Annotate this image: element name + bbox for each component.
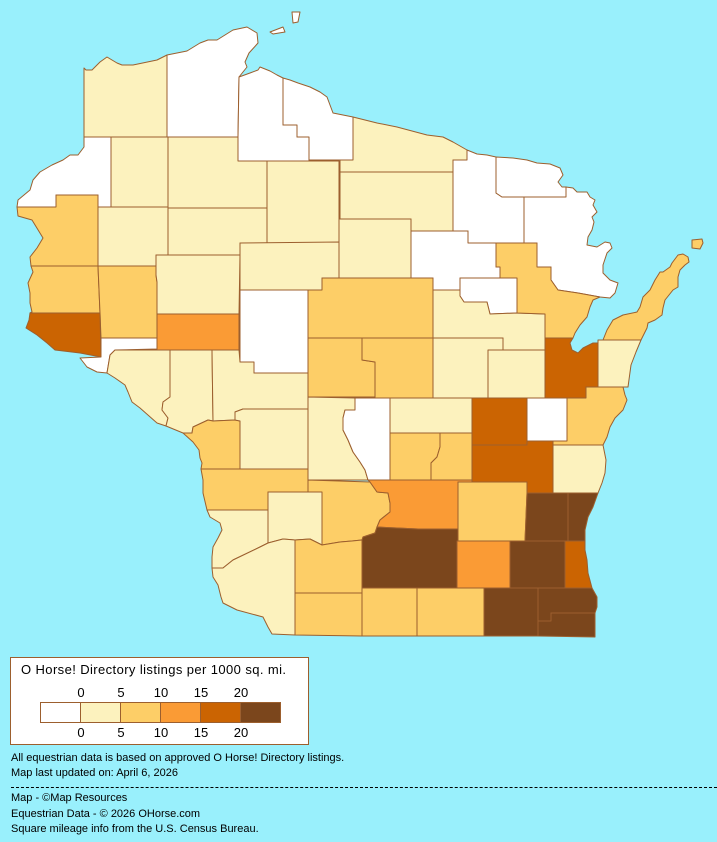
legend: O Horse! Directory listings per 1000 sq.…: [10, 657, 309, 745]
county-buffalo[interactable]: [106, 349, 171, 427]
county-apostle-island-a[interactable]: [291, 11, 301, 24]
legend-color-scale: [40, 702, 281, 723]
county-iowa[interactable]: [294, 538, 363, 594]
legend-bottom-tick: 5: [117, 725, 125, 740]
legend-swatch-level-1: [81, 703, 121, 722]
equestrian-data-credit: Equestrian Data - © 2026 OHorse.com: [11, 808, 201, 820]
legend-top-tick: 10: [153, 685, 169, 700]
county-oconto[interactable]: [495, 242, 601, 339]
county-green[interactable]: [361, 587, 418, 637]
county-dunn[interactable]: [97, 265, 158, 339]
county-grant[interactable]: [211, 538, 296, 636]
county-pierce[interactable]: [25, 312, 102, 358]
county-ozaukee[interactable]: [567, 492, 599, 542]
census-credit: Square mileage info from the U.S. Census…: [11, 823, 259, 835]
divider: [11, 787, 717, 788]
map-credit: Map - ©Map Resources: [11, 792, 128, 804]
county-lafayette[interactable]: [294, 592, 363, 637]
county-polk[interactable]: [16, 194, 99, 267]
county-dodge[interactable]: [457, 481, 528, 542]
legend-top-tick: 0: [77, 685, 85, 700]
county-winnebago[interactable]: [471, 397, 528, 446]
county-sheboygan[interactable]: [552, 444, 607, 494]
county-marathon[interactable]: [307, 277, 434, 339]
county-lincoln[interactable]: [338, 218, 412, 279]
county-douglas[interactable]: [83, 54, 168, 138]
legend-bottom-tick: 0: [77, 725, 85, 740]
data-source-note: All equestrian data is based on approved…: [11, 752, 345, 764]
county-kewaunee[interactable]: [597, 339, 642, 388]
county-door[interactable]: [602, 253, 690, 341]
legend-swatch-level-2: [121, 703, 161, 722]
legend-bottom-tick: 10: [153, 725, 169, 740]
legend-swatch-level-3: [161, 703, 201, 722]
county-washington[interactable]: [524, 492, 569, 542]
county-walworth[interactable]: [483, 587, 539, 637]
county-richland[interactable]: [267, 491, 323, 546]
county-florence[interactable]: [495, 156, 567, 198]
county-rock[interactable]: [416, 587, 485, 637]
county-milwaukee[interactable]: [564, 540, 593, 589]
legend-bottom-tick: 20: [233, 725, 249, 740]
legend-swatch-level-0: [41, 703, 81, 722]
legend-top-tick: 5: [117, 685, 125, 700]
county-price[interactable]: [266, 160, 340, 244]
county-vilas[interactable]: [339, 116, 468, 173]
last-updated-note: Map last updated on: April 6, 2026: [11, 767, 178, 779]
county-clark[interactable]: [239, 289, 309, 374]
county-dane[interactable]: [361, 526, 459, 589]
county-eau-claire[interactable]: [156, 313, 240, 351]
legend-top-tick: 20: [233, 685, 249, 700]
county-monroe[interactable]: [234, 408, 309, 470]
county-washington-island[interactable]: [691, 238, 704, 250]
county-washburn[interactable]: [110, 136, 169, 208]
legend-top-tick: 15: [193, 685, 209, 700]
county-outagamie[interactable]: [487, 349, 546, 399]
county-apostle-island-b[interactable]: [269, 26, 286, 35]
county-chippewa[interactable]: [155, 254, 241, 315]
county-jefferson[interactable]: [456, 540, 511, 589]
county-kenosha[interactable]: [537, 612, 596, 638]
county-waukesha[interactable]: [509, 540, 566, 589]
legend-swatch-level-5: [241, 703, 280, 722]
legend-bottom-tick: 15: [193, 725, 209, 740]
legend-title: O Horse! Directory listings per 1000 sq.…: [21, 662, 287, 677]
county-waushara[interactable]: [389, 397, 473, 434]
county-trempealeau[interactable]: [161, 349, 214, 434]
wisconsin-county-map: [16, 11, 704, 638]
county-st-croix[interactable]: [27, 265, 101, 314]
legend-swatch-level-4: [201, 703, 241, 722]
